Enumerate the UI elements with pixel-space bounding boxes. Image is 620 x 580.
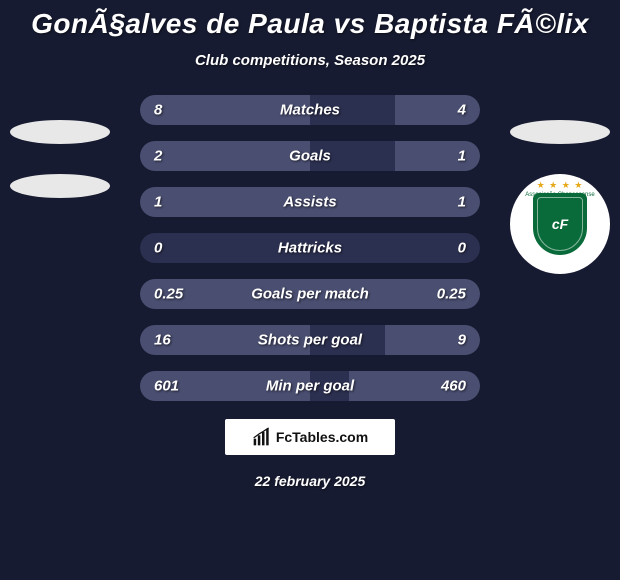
bar-left	[140, 141, 310, 171]
stats-table: 8 4 Matches 2 1 Goals 1 1 Assists	[140, 95, 480, 401]
stat-left-value: 601	[154, 378, 179, 395]
stat-row: 8 4 Matches	[140, 95, 480, 125]
chart-icon	[252, 427, 272, 447]
club-logo-placeholder	[10, 174, 110, 198]
right-player-badges: ★ ★ ★ ★ Associação Chapecoense cF	[510, 120, 610, 274]
stat-label: Shots per goal	[258, 332, 362, 349]
stat-label: Goals per match	[251, 286, 369, 303]
player-photo-placeholder	[510, 120, 610, 144]
stat-label: Goals	[289, 148, 331, 165]
stars-icon: ★ ★ ★ ★	[537, 180, 584, 191]
stat-left-value: 16	[154, 332, 171, 349]
stat-row: 16 9 Shots per goal	[140, 325, 480, 355]
player-photo-placeholder	[10, 120, 110, 144]
stat-left-value: 8	[154, 102, 162, 119]
stat-row: 1 1 Assists	[140, 187, 480, 217]
left-player-badges	[10, 120, 110, 228]
subtitle: Club competitions, Season 2025	[0, 52, 620, 69]
stat-right-value: 1	[458, 194, 466, 211]
bar-right	[310, 141, 480, 171]
club-initial: cF	[552, 216, 568, 232]
stat-row: 2 1 Goals	[140, 141, 480, 171]
stat-label: Matches	[280, 102, 340, 119]
stat-left-value: 0.25	[154, 286, 183, 303]
stat-row: 601 460 Min per goal	[140, 371, 480, 401]
stat-label: Min per goal	[266, 378, 354, 395]
stat-right-value: 0.25	[437, 286, 466, 303]
stat-row: 0 0 Hattricks	[140, 233, 480, 263]
stat-row: 0.25 0.25 Goals per match	[140, 279, 480, 309]
shield-icon: cF	[533, 193, 587, 255]
stat-label: Hattricks	[278, 240, 342, 257]
stat-right-value: 1	[458, 148, 466, 165]
footer-brand[interactable]: FcTables.com	[225, 419, 395, 455]
stat-right-value: 460	[441, 378, 466, 395]
stat-left-value: 2	[154, 148, 162, 165]
club-logo-chapecoense: ★ ★ ★ ★ Associação Chapecoense cF	[510, 174, 610, 274]
stat-label: Assists	[283, 194, 336, 211]
stat-right-value: 9	[458, 332, 466, 349]
page-title: GonÃ§alves de Paula vs Baptista FÃ©lix	[0, 0, 620, 40]
stat-right-value: 0	[458, 240, 466, 257]
stat-left-value: 1	[154, 194, 162, 211]
date-label: 22 february 2025	[0, 473, 620, 489]
stat-left-value: 0	[154, 240, 162, 257]
stat-right-value: 4	[458, 102, 466, 119]
footer-brand-text: FcTables.com	[276, 429, 368, 445]
